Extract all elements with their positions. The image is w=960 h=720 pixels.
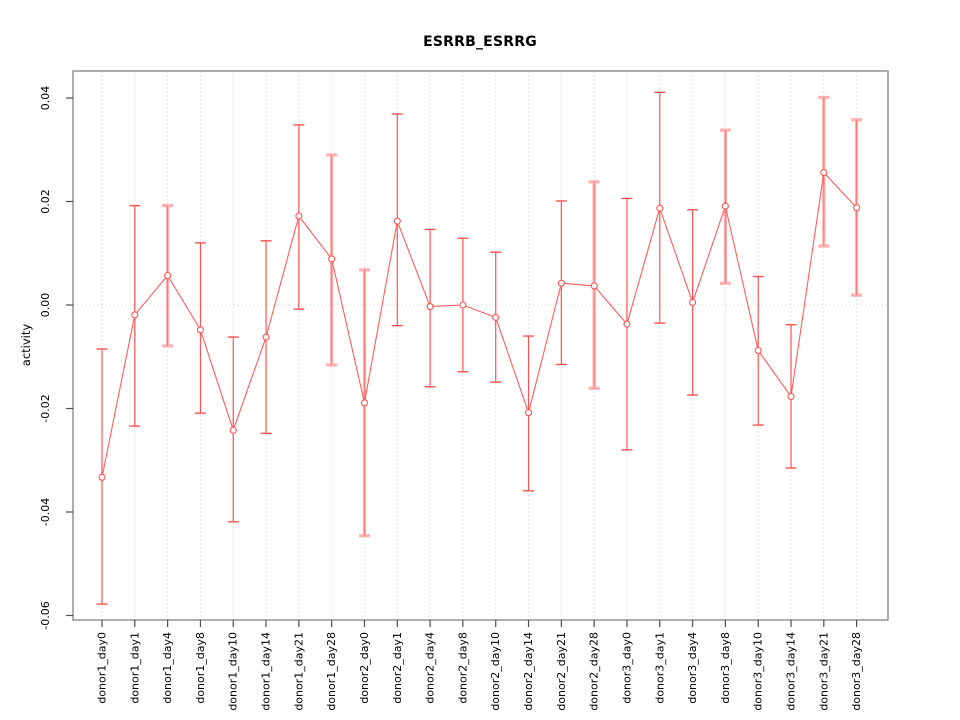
x-tick-label-donor3_day14: donor3_day14 (785, 632, 798, 711)
y-tick-label: -0.06 (39, 601, 52, 629)
x-tick-label-donor2_day14: donor2_day14 (522, 632, 535, 711)
data-point-donor1_day8 (196, 326, 204, 334)
x-tick-label-donor2_day8: donor2_day8 (456, 632, 469, 704)
x-tick-label-donor1_day0: donor1_day0 (96, 632, 109, 704)
x-tick-label-donor1_day8: donor1_day8 (194, 632, 207, 704)
data-point-donor3_day8 (721, 202, 729, 210)
x-tick-label-donor2_day21: donor2_day21 (555, 632, 568, 711)
data-point-donor3_day1 (656, 204, 664, 212)
data-point-donor2_day8 (459, 301, 467, 309)
y-tick-label: -0.02 (39, 394, 52, 422)
data-point-donor3_day28 (853, 204, 861, 212)
data-point-donor2_day21 (557, 279, 565, 287)
data-point-donor2_day10 (492, 313, 500, 321)
x-tick-label-donor1_day1: donor1_day1 (128, 632, 141, 704)
x-tick-label-donor2_day10: donor2_day10 (489, 632, 502, 711)
x-tick-label-donor2_day0: donor2_day0 (358, 632, 371, 704)
data-point-donor3_day0 (623, 320, 631, 328)
x-tick-label-donor1_day28: donor1_day28 (325, 632, 338, 711)
data-point-donor2_day1 (393, 217, 401, 225)
x-tick-label-donor3_day8: donor3_day8 (719, 632, 732, 704)
data-point-donor2_day28 (590, 282, 598, 290)
data-point-donor1_day14 (262, 333, 270, 341)
data-point-donor2_day0 (360, 399, 369, 407)
data-point-donor1_day10 (229, 426, 237, 434)
series-line (101, 171, 858, 478)
x-tick-label-donor3_day28: donor3_day28 (850, 632, 863, 711)
x-tick-label-donor2_day28: donor2_day28 (588, 632, 601, 711)
data-point-donor3_day10 (754, 346, 762, 355)
y-tick-label: -0.04 (39, 498, 52, 526)
x-tick-label-donor2_day4: donor2_day4 (424, 632, 437, 704)
x-tick-label-donor3_day21: donor3_day21 (817, 632, 830, 711)
x-tick-label-donor1_day4: donor1_day4 (161, 632, 174, 704)
data-point-donor1_day4 (164, 271, 172, 280)
x-tick-label-donor2_day1: donor2_day1 (391, 632, 404, 704)
y-tick-label: 0.04 (39, 86, 52, 111)
data-point-donor1_day0 (98, 473, 106, 481)
x-tick-label-donor3_day10: donor3_day10 (752, 632, 765, 711)
data-point-donor2_day14 (524, 409, 533, 417)
data-point-donor2_day4 (426, 303, 434, 311)
x-tick-label-donor3_day1: donor3_day1 (653, 632, 666, 704)
data-point-donor1_day1 (131, 311, 139, 319)
plot-box (72, 70, 889, 621)
y-tick-label: 0.00 (39, 293, 52, 318)
x-tick-label-donor1_day21: donor1_day21 (292, 632, 305, 711)
data-point-donor1_day21 (295, 212, 303, 220)
x-tick-label-donor1_day10: donor1_day10 (227, 632, 240, 711)
data-point-donor1_day28 (328, 255, 336, 263)
x-tick-label-donor1_day14: donor1_day14 (260, 632, 273, 711)
data-point-donor3_day21 (820, 168, 828, 177)
chart-title: ESRRB_ESRRG (423, 34, 537, 50)
data-point-donor3_day14 (787, 393, 795, 401)
data-point-donor3_day4 (689, 298, 697, 306)
x-tick-label-donor3_day0: donor3_day0 (620, 632, 633, 704)
y-tick-label: 0.02 (39, 189, 52, 214)
x-tick-label-donor3_day4: donor3_day4 (686, 632, 699, 704)
